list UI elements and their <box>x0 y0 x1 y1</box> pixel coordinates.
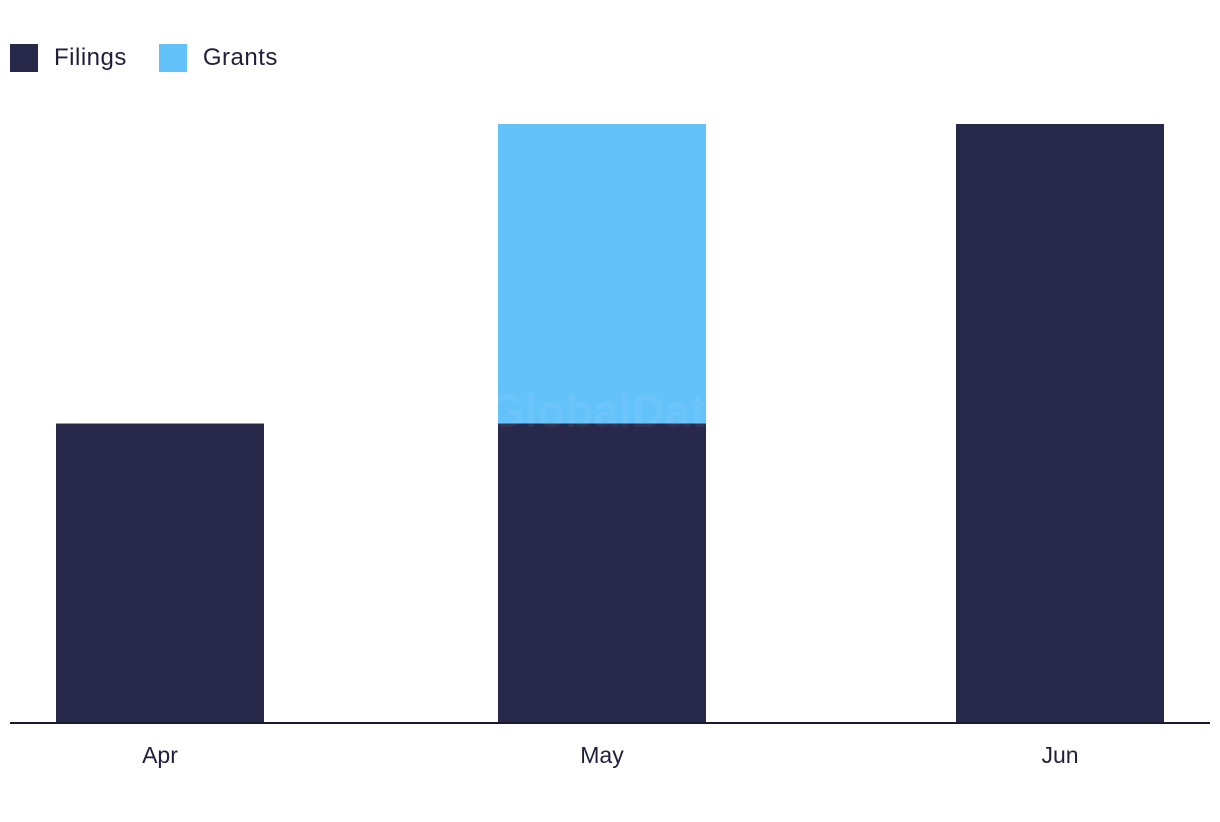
x-tick-label-may: May <box>580 742 624 768</box>
legend-item-filings: Filings <box>10 44 127 72</box>
legend-swatch-filings <box>10 44 38 72</box>
legend-swatch-grants <box>158 44 187 72</box>
watermark: GlobalData <box>489 385 732 437</box>
legend: Filings Grants <box>10 44 310 72</box>
legend-label-filings: Filings <box>54 44 127 71</box>
x-tick-labels: Apr May Jun <box>142 742 1078 768</box>
x-tick-label-apr: Apr <box>142 742 178 768</box>
legend-item-grants: Grants <box>158 44 278 72</box>
bars-group <box>56 124 1164 723</box>
bar-jun-filings <box>956 124 1164 723</box>
x-tick-label-jun: Jun <box>1041 742 1078 768</box>
legend-label-grants: Grants <box>202 44 278 71</box>
bar-may-grants <box>498 124 706 424</box>
bar-may-filings <box>498 423 706 723</box>
bar-apr-filings <box>56 423 264 723</box>
